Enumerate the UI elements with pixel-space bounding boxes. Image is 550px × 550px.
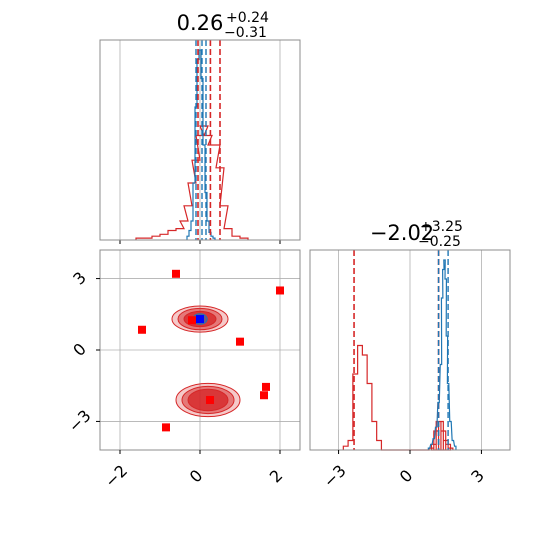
scatter-panel: −2 0 2 −3 0 3 [65, 249, 301, 491]
red-square-4 [236, 337, 244, 346]
scatter-xtick-label-1: 0 [186, 466, 207, 487]
red-square-8 [162, 423, 170, 432]
right-title-plus: +3.25 [420, 219, 463, 235]
right-xtick-label-1: 0 [396, 466, 417, 487]
scatter-ytick-label-1: 0 [69, 339, 90, 360]
top-title-value: 0.26 [177, 11, 224, 35]
scatter-ytick-label-0: −3 [65, 406, 95, 436]
top-histogram-panel: 0.26 +0.24 −0.31 [99, 10, 301, 244]
right-xtick-label-0: −3 [320, 461, 350, 491]
red-square-5 [262, 382, 270, 391]
blue-square-0 [196, 315, 204, 324]
right-title-value: −2.02 [370, 221, 434, 245]
right-xtick-label-2: 3 [467, 466, 488, 487]
right-histogram-title: −2.02 [370, 221, 434, 245]
red-square-3 [188, 316, 196, 325]
scatter-xtick-label-2: 2 [266, 466, 287, 487]
scatter-xtick-label-0: −2 [101, 461, 131, 491]
right-hist-series-0 [342, 344, 454, 451]
top-histogram-frame [99, 39, 301, 241]
top-histogram-title: 0.26 [177, 11, 224, 35]
top-hist-series-0 [135, 125, 249, 240]
red-square-2 [138, 325, 146, 334]
red-square-6 [260, 391, 268, 400]
top-title-plus: +0.24 [226, 10, 269, 26]
top-title-minus: −0.31 [224, 25, 267, 41]
scatter-ytick-label-2: 3 [69, 268, 90, 289]
right-hist-series-1 [427, 259, 457, 450]
right-histogram-panel: −2.02 +3.25 −0.25 −3 0 3 [309, 219, 511, 491]
right-title-minus: −0.25 [418, 234, 461, 250]
red-square-1 [276, 286, 284, 295]
red-square-0 [172, 269, 180, 278]
red-square-7 [206, 396, 214, 404]
